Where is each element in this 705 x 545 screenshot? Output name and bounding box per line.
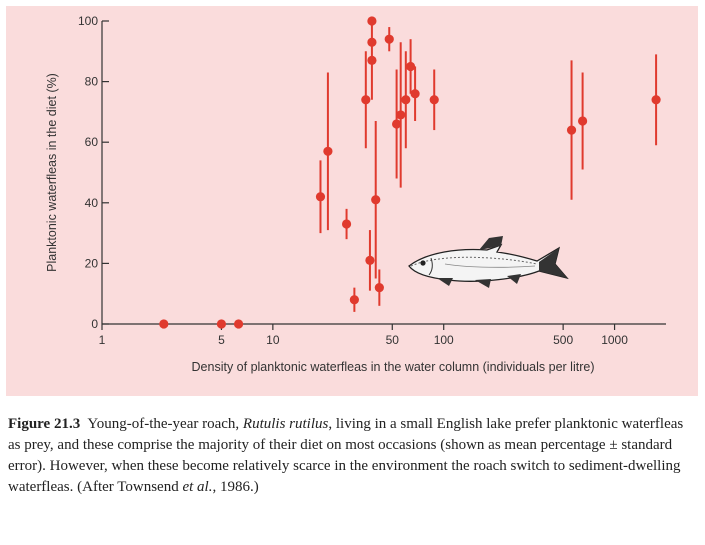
x-tick-label: 1000 — [601, 333, 628, 347]
data-point — [365, 255, 375, 265]
y-axis-ticks: 0 20 40 60 80 100 — [78, 14, 109, 331]
data-point — [341, 219, 352, 229]
data-point — [367, 16, 377, 26]
data-point — [374, 283, 384, 293]
data-point — [361, 95, 371, 105]
data-point — [410, 89, 420, 99]
caption-seg-0: Young-of-the-year roach, — [84, 416, 243, 432]
figure-panel: 0 20 40 60 80 100 1 5 10 50 100 500 1000 Density of… — [6, 6, 698, 396]
x-tick-label: 50 — [386, 333, 400, 347]
data-point — [429, 95, 439, 105]
x-tick-label: 5 — [218, 333, 225, 347]
x-tick-label: 10 — [266, 333, 280, 347]
data-point — [405, 61, 416, 72]
y-tick-label: 20 — [85, 256, 99, 270]
data-point — [566, 125, 577, 135]
roach-fish-icon — [408, 236, 569, 288]
data-point — [651, 95, 661, 105]
data-point — [392, 119, 402, 129]
data-point — [233, 319, 244, 329]
x-axis-ticks: 1 5 10 50 100 500 1000 — [99, 324, 628, 347]
data-point — [315, 192, 326, 202]
data-point — [159, 319, 169, 329]
data-point — [384, 34, 394, 44]
data-point — [578, 116, 588, 126]
data-point — [349, 295, 359, 305]
caption-seg-2: , living in a small English lake prefer … — [8, 416, 684, 495]
x-axis-title: Density of planktonic waterfleas in the … — [192, 360, 595, 374]
data-point — [323, 146, 333, 156]
scatter-chart: 0 20 40 60 80 100 1 5 10 50 100 500 1000 Density of… — [45, 14, 666, 374]
caption-seg-3: et al. — [182, 479, 213, 495]
x-tick-label: 1 — [99, 333, 106, 347]
y-axis-title: Planktonic waterfleas in the diet (%) — [45, 73, 59, 272]
data-point — [371, 195, 381, 205]
data-point — [396, 110, 406, 120]
data-point — [367, 37, 377, 47]
data-points — [159, 16, 661, 329]
data-point — [401, 95, 411, 105]
caption-seg-4: , 1986.) — [212, 479, 259, 495]
x-tick-label: 100 — [434, 333, 454, 347]
y-tick-label: 0 — [91, 317, 98, 331]
y-tick-label: 100 — [78, 14, 98, 28]
y-tick-label: 40 — [85, 196, 99, 210]
data-point — [216, 319, 227, 329]
data-point — [367, 55, 377, 65]
chart-axes — [101, 21, 666, 325]
x-tick-label: 500 — [553, 333, 573, 347]
figure-caption: Figure 21.3 Young-of-the-year roach, Rut… — [8, 414, 694, 498]
figure-label: Figure 21.3 — [8, 416, 81, 432]
y-tick-label: 80 — [85, 75, 99, 89]
caption-seg-1: Rutulis rutilus — [242, 416, 329, 432]
y-tick-label: 60 — [85, 135, 99, 149]
